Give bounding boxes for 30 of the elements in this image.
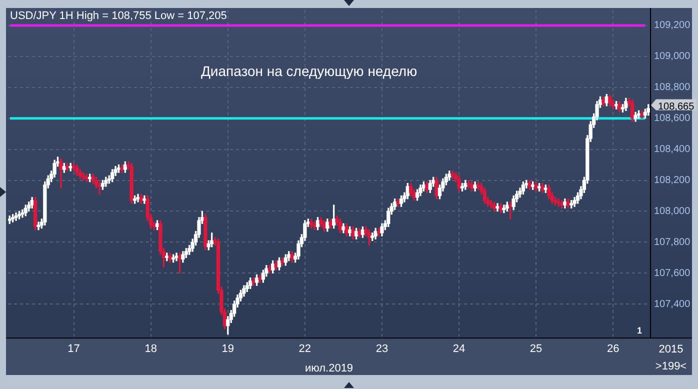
x-axis-title: июл.2019 <box>304 362 354 374</box>
x-tick-label: 23 <box>376 343 388 356</box>
text: >199< <box>655 360 687 373</box>
y-tick-label: 108,200 <box>654 175 691 186</box>
candlestick <box>82 172 86 181</box>
x-tick-label: 24 <box>452 343 466 356</box>
candlestick <box>14 212 18 221</box>
x-tick-label: 17 <box>68 343 80 356</box>
text: 2015 <box>658 344 684 356</box>
y-tick-label: 108,600 <box>654 113 691 124</box>
y-tick-label: 109,200 <box>654 20 691 32</box>
y-tick-label: 108,400 <box>654 144 691 156</box>
text: 108,665 <box>658 101 695 112</box>
y-tick-label: 107,600 <box>654 268 691 279</box>
y-tick-label: 107,800 <box>654 236 691 248</box>
x-tick-label: 19 <box>222 343 234 356</box>
annotation: Диапазон на следующую неделю <box>200 63 418 79</box>
x-tick-label: 25 <box>530 343 542 356</box>
x-tick-label: 26 <box>606 343 620 356</box>
y-tick-label: 108,800 <box>654 82 691 94</box>
candlestick <box>36 222 40 230</box>
y-tick-label: 107,400 <box>654 298 691 310</box>
candlestick <box>502 204 506 214</box>
y-tick-label: 109,000 <box>654 51 691 62</box>
y-tick-label: 108,000 <box>654 206 691 217</box>
candlestick <box>98 181 102 195</box>
chart-title: USD/JPY 1H High = 108,755 Low = 107,205 <box>10 10 227 22</box>
annotation: 1 <box>636 326 642 336</box>
x-tick-label: 22 <box>298 343 312 356</box>
x-tick-label: 18 <box>144 343 157 356</box>
